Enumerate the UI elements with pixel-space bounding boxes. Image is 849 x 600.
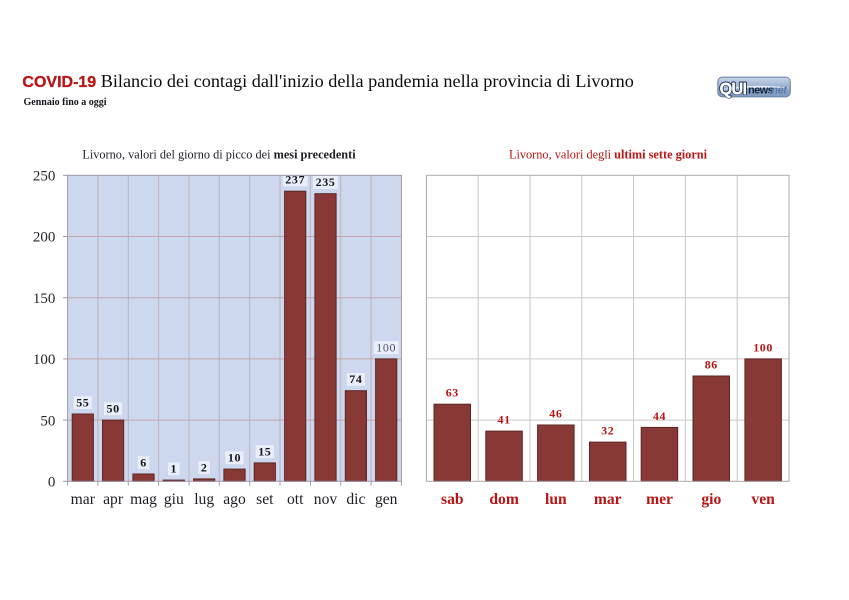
- svg-text:0: 0: [48, 475, 56, 491]
- svg-text:mar: mar: [71, 491, 96, 508]
- svg-text:50: 50: [106, 402, 119, 416]
- svg-text:150: 150: [33, 291, 56, 307]
- svg-text:10: 10: [228, 451, 241, 465]
- svg-text:lug: lug: [194, 491, 214, 508]
- svg-text:100: 100: [33, 352, 56, 368]
- svg-text:nov: nov: [314, 491, 338, 508]
- svg-text:sab: sab: [441, 491, 464, 508]
- svg-text:55: 55: [76, 396, 89, 410]
- svg-text:QUI: QUI: [720, 80, 747, 98]
- svg-text:2: 2: [201, 460, 208, 474]
- svg-text:235: 235: [316, 175, 336, 189]
- svg-text:44: 44: [653, 409, 666, 423]
- svg-text:250: 250: [33, 169, 56, 185]
- svg-text:237: 237: [285, 173, 305, 187]
- svg-text:Livorno, valori del giorno di: Livorno, valori del giorno di picco dei …: [82, 148, 356, 162]
- svg-text:gio: gio: [701, 491, 721, 508]
- svg-text:15: 15: [258, 444, 271, 458]
- svg-text:74: 74: [349, 372, 362, 386]
- svg-text:QUI: QUI: [720, 80, 747, 98]
- svg-text:1: 1: [170, 462, 177, 476]
- svg-text:41: 41: [497, 413, 510, 427]
- svg-text:.net: .net: [769, 85, 788, 97]
- svg-text:dic: dic: [346, 491, 365, 508]
- svg-text:apr: apr: [103, 491, 124, 508]
- svg-text:32: 32: [601, 424, 614, 438]
- svg-text:200: 200: [33, 230, 56, 246]
- svg-text:set: set: [256, 491, 274, 508]
- svg-text:ott: ott: [287, 491, 304, 508]
- svg-text:dom: dom: [489, 491, 518, 508]
- svg-text:86: 86: [705, 358, 718, 372]
- svg-text:mer: mer: [646, 491, 673, 508]
- svg-text:50: 50: [40, 413, 55, 429]
- svg-text:100: 100: [753, 340, 773, 354]
- svg-text:Livorno, valori degli ultimi s: Livorno, valori degli ultimi sette giorn…: [509, 148, 708, 162]
- svg-text:100: 100: [376, 340, 396, 354]
- svg-text:mar: mar: [594, 491, 622, 508]
- svg-text:63: 63: [446, 386, 459, 400]
- svg-text:6: 6: [140, 456, 147, 470]
- svg-text:mag: mag: [130, 491, 157, 508]
- svg-text:gen: gen: [375, 491, 398, 508]
- svg-text:46: 46: [549, 407, 562, 421]
- svg-text:ago: ago: [223, 491, 246, 508]
- svg-text:news: news: [748, 85, 774, 97]
- svg-text:lun: lun: [545, 491, 567, 508]
- svg-text:ven: ven: [751, 491, 775, 508]
- svg-text:giu: giu: [164, 491, 184, 508]
